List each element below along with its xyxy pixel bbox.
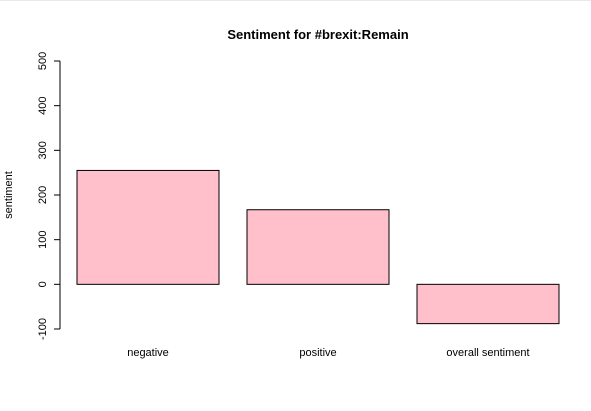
y-axis: -100 0 100 200 300 400 500 [37,52,61,340]
bar-negative [76,169,220,285]
category-label: negative [127,347,169,359]
category-label: overall sentiment [446,347,529,359]
y-tick-label: 300 [37,141,49,159]
category-label: positive [299,347,336,359]
y-tick-label: 100 [37,230,49,248]
y-tick-label: 200 [37,186,49,204]
bars-group [76,169,560,325]
y-tick-label: 500 [37,52,49,70]
chart-title: Sentiment for #brexit:Remain [227,27,408,42]
y-tick-label: -100 [37,318,49,340]
y-tick-label: 0 [37,281,49,287]
bar-overall-sentiment [416,283,560,325]
category-labels: negative positive overall sentiment [127,347,529,359]
y-tick-label: 400 [37,96,49,114]
bar-positive [246,209,390,285]
y-axis-title: sentiment [3,171,15,219]
